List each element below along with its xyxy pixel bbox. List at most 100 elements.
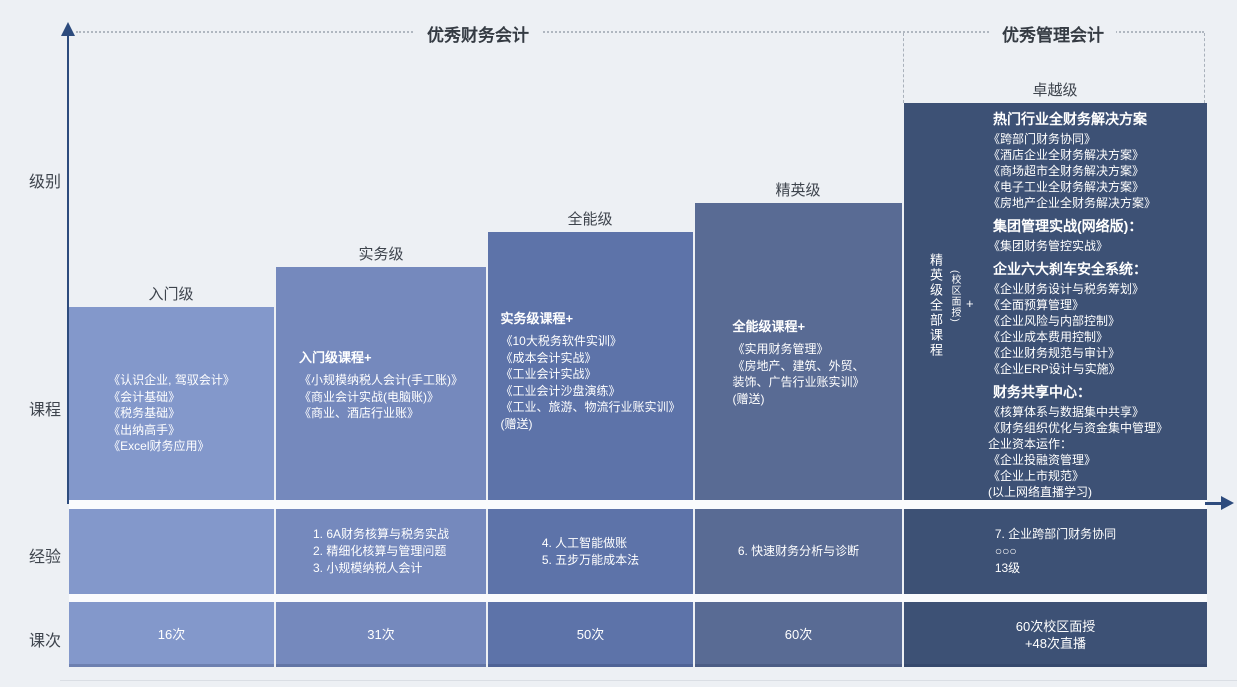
section-title-management-accounting: 优秀管理会计 [990, 21, 1116, 46]
sessions-entry: 16次 [158, 626, 185, 643]
experience-box-excellence: 7. 企业跨部门财务协同 ○○○ 13级 [904, 509, 1207, 594]
list-item: 5. 五步万能成本法 [541, 552, 640, 567]
list-item: 《小规模纳税人会计(手工账)》 [299, 373, 463, 387]
x-axis-arrowhead-icon [1221, 496, 1234, 510]
course-header-allround: 实务级课程+ [500, 311, 574, 326]
sessions-excellence: 60次校区面授 +48次直播 [1016, 618, 1095, 652]
sessions-box-entry: 16次 [69, 602, 274, 667]
y-axis-arrowhead-icon [61, 22, 75, 36]
level-label-elite: 精英级 [775, 182, 821, 199]
list-item: 31次 [367, 627, 395, 642]
list-item: 7. 企业跨部门财务协同 [994, 527, 1117, 541]
excellence-section-heading-sharing: 财务共享中心： [993, 384, 1091, 400]
list-item: 《工业会计实战》 [500, 367, 597, 381]
list-item: 3. 小规模纳税人会计 [312, 561, 423, 575]
level-label-excellence: 卓越级 [1032, 82, 1078, 99]
sessions-box-allround: 50次 [488, 602, 693, 667]
list-item: (赠送) [732, 391, 765, 406]
list-item: 《工业、旅游、物流行业账实训》 [500, 400, 681, 414]
experience-list-practical: 1. 6A财务核算与税务实战 2. 精细化核算与管理问题 3. 小规模纳税人会计 [313, 526, 449, 577]
list-item: 《商场超市全财务解决方案》 [988, 164, 1145, 178]
excellence-section-heading-industry: 热门行业全财务解决方案 [993, 111, 1147, 127]
excellence-section-list-brake: 《企业财务设计与税务筹划》 《全面预算管理》 《企业风险与内部控制》 《企业成本费用控… [988, 281, 1203, 377]
excellence-section-list-sharing: 《核算体系与数据集中共享》 《财务组织优化与资金集中管理》 企业资本运作： 《企业投融… [988, 404, 1203, 500]
list-item: 《企业投融资管理》 [988, 453, 1097, 467]
experience-box-allround: 4. 人工智能做账 5. 五步万能成本法 [488, 509, 693, 594]
row-label-level: 级别 [28, 174, 62, 191]
section-title-financial-accounting: 优秀财务会计 [415, 21, 541, 46]
list-item: ○○○ [994, 544, 1017, 558]
experience-box-elite: 6. 快速财务分析与诊断 [695, 509, 902, 594]
list-item: 《出纳高手》 [108, 422, 181, 437]
course-list-allround: 《10大税务软件实训》 《成本会计实战》 《工业会计实战》《工业会计沙盘演练》《工业… [500, 333, 680, 432]
sessions-box-elite: 60次 [695, 602, 902, 667]
row-label-experience: 经验 [28, 549, 62, 566]
course-box-elite: 全能级课程+ 《实用财务管理》 《房地产、建筑、外贸、 装饰、广告行业账实训》 (赠送… [695, 203, 902, 500]
bottom-divider-line [60, 680, 1237, 681]
list-item: 《跨部门财务协同》 [988, 132, 1097, 146]
list-item: 4. 人工智能做账 [541, 535, 628, 550]
list-item: 《企业ERP设计与实施》 [988, 362, 1121, 376]
list-item: 1. 6A财务核算与税务实战 [312, 527, 450, 541]
list-item: 《房地产企业全财务解决方案》 [988, 196, 1157, 210]
list-item: 2. 精细化核算与管理问题 [312, 544, 447, 558]
course-list-practical: 《小规模纳税人会计(手工账)》 《商业会计实战(电脑账)》 《商业、酒店行业账》 [299, 372, 463, 422]
level-label-practical: 实务级 [358, 246, 404, 263]
list-item: 《成本会计实战》 [500, 350, 597, 365]
list-item: (赠送) [500, 416, 533, 431]
row-label-sessions: 课次 [28, 633, 62, 650]
list-item: 装饰、广告行业账实训》 [732, 375, 865, 389]
list-item: 《企业成本费用控制》 [988, 330, 1109, 344]
excellence-section-heading-brake: 企业六大刹车安全系统： [993, 261, 1147, 277]
list-item: 《工业会计沙盘演练》 [500, 383, 621, 398]
management-section-dashed-left [903, 33, 904, 103]
list-item: 《企业财务规范与审计》 [988, 346, 1121, 360]
list-item: 《会计基础》 [108, 389, 181, 404]
list-item: 《商业会计实战(电脑账)》 [299, 389, 439, 404]
list-item: 《房地产、建筑、外贸、 [732, 358, 865, 373]
list-item: 《商业、酒店行业账》 [299, 406, 420, 420]
list-item: +48次直播 [1024, 635, 1087, 651]
list-item: 13级 [994, 561, 1021, 575]
level-label-allround: 全能级 [567, 211, 613, 228]
x-axis-gap-line [69, 500, 1207, 509]
sessions-box-excellence: 60次校区面授 +48次直播 [904, 602, 1207, 667]
sessions-elite: 60次 [785, 626, 812, 643]
list-item: 6. 快速财务分析与诊断 [737, 544, 860, 558]
list-item: (以上网络直播学习) [988, 485, 1092, 499]
course-box-entry: 《认识企业, 驾驭会计》 《会计基础》 《税务基础》 《出纳高手》《Excel财务应用… [69, 307, 274, 500]
list-item: 《企业上市规范》 [988, 469, 1085, 483]
list-item: 企业资本运作： [988, 437, 1073, 451]
y-axis-line [67, 36, 69, 504]
management-section-dashed-right [1204, 33, 1205, 103]
experience-list-excellence: 7. 企业跨部门财务协同 ○○○ 13级 [995, 526, 1116, 577]
experience-box-practical: 1. 6A财务核算与税务实战 2. 精细化核算与管理问题 3. 小规模纳税人会计 [276, 509, 486, 594]
excellence-section-heading-group: 集团管理实战(网络版)： [993, 218, 1143, 234]
excellence-section-list-group: 《集团财务管控实战》 [988, 238, 1203, 254]
list-item: 60次 [784, 627, 813, 642]
list-item: 16次 [157, 627, 186, 642]
list-item: 《企业风险与内部控制》 [988, 314, 1121, 328]
list-item: 《全面预算管理》 [988, 298, 1085, 312]
list-item: 《集团财务管控实战》 [988, 239, 1109, 253]
list-item: 50次 [576, 627, 605, 642]
list-item: 《认识企业, 驾驭会计》 [108, 373, 235, 387]
list-item: 《电子工业全财务解决方案》 [988, 180, 1145, 194]
top-dotted-line [76, 31, 1204, 33]
list-item: 《Excel财务应用》 [108, 439, 210, 453]
course-box-practical: 入门级课程+ 《小规模纳税人会计(手工账)》 《商业会计实战(电脑账)》 《商业、酒… [276, 267, 486, 500]
excellence-vertical-note-main: 精英级全部课程 [928, 253, 943, 358]
experience-list-elite: 6. 快速财务分析与诊断 [738, 543, 859, 560]
list-item: 《核算体系与数据集中共享》 [988, 405, 1145, 419]
list-item: 《10大税务软件实训》 [500, 334, 622, 348]
list-item: 《税务基础》 [108, 406, 181, 420]
excellence-vertical-note-plus: + [966, 296, 974, 311]
course-header-elite: 全能级课程+ [732, 319, 806, 334]
experience-box-entry [69, 509, 274, 594]
excellence-section-list-industry: 《跨部门财务协同》 《酒店企业全财务解决方案》 《商场超市全财务解决方案》 《电子工业… [988, 131, 1203, 211]
row-label-course: 课程 [28, 402, 62, 419]
level-label-entry: 入门级 [148, 286, 194, 303]
row-divider-line [69, 594, 1207, 602]
sessions-allround: 50次 [577, 626, 604, 643]
